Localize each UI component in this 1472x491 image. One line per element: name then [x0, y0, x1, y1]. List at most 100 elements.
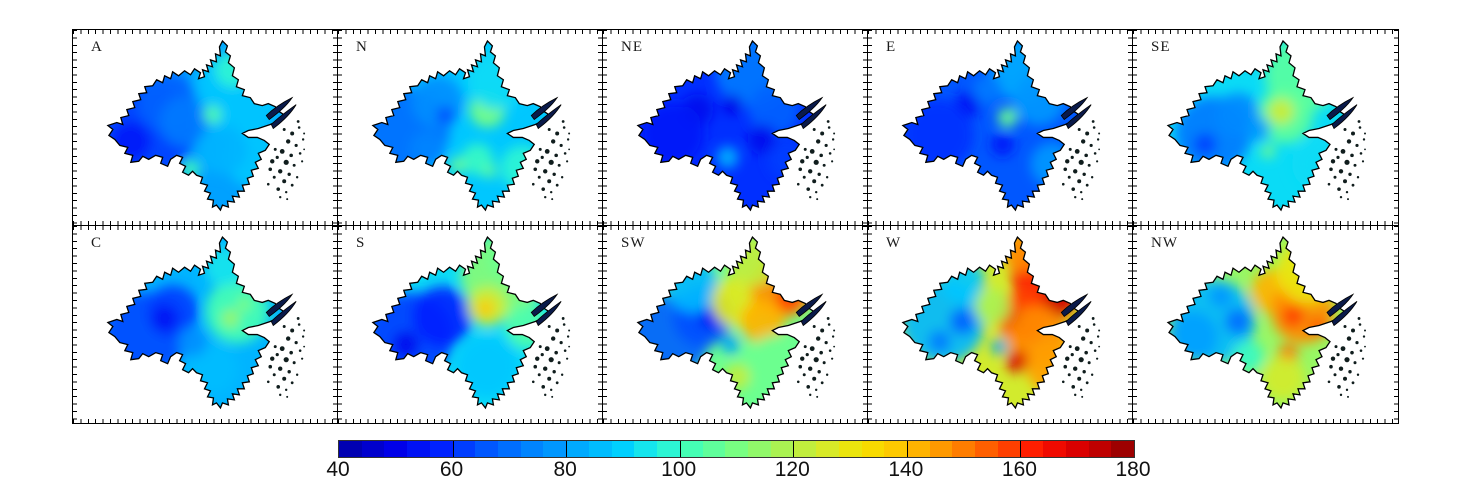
colorbar-tick: [566, 441, 568, 457]
colorbar-tick-label: 60: [439, 458, 464, 481]
value-surface: [637, 40, 816, 211]
coastal-islands: [1327, 317, 1366, 398]
colorbar-segment: [816, 441, 839, 457]
colorbar-segment: [407, 441, 430, 457]
colorbar-segment: [543, 441, 567, 457]
colorbar-tick: [793, 441, 795, 457]
colorbar-segment: [452, 441, 476, 457]
colorbar-tick-label: 100: [661, 458, 697, 481]
map-svg: [637, 236, 836, 409]
panel-label: C: [91, 235, 103, 251]
colorbar-segment: [1111, 441, 1135, 457]
value-surface: [902, 40, 1081, 211]
map-panel-s: S: [338, 226, 603, 423]
colorbar-segment: [975, 441, 998, 457]
colorbar-segment: [884, 441, 907, 457]
colorbar-tick: [679, 441, 681, 457]
colorbar-segment: [498, 441, 521, 457]
colorbar-segment: [657, 441, 680, 457]
colorbar-segment: [361, 441, 385, 457]
coastal-islands: [796, 317, 836, 398]
panel-label: A: [91, 39, 103, 55]
colorbar-segment: [952, 441, 976, 457]
colorbar-segment: [702, 441, 726, 457]
colorbar-segment: [929, 441, 953, 457]
coastal-islands: [531, 317, 571, 398]
colorbar-segment: [475, 441, 499, 457]
colorbar-tick: [906, 441, 908, 457]
colorbar-segment: [747, 441, 771, 457]
colorbar-segment: [838, 441, 862, 457]
colorbar-segment: [520, 441, 544, 457]
colorbar-segment: [429, 441, 453, 457]
map-svg: [1167, 236, 1366, 409]
map-panel-n: N: [338, 30, 603, 226]
colorbar-segment: [793, 441, 817, 457]
colorbar-segment: [566, 441, 589, 457]
map-panel-c: C: [73, 226, 338, 423]
colorbar-segment: [725, 441, 748, 457]
map-svg: [372, 236, 571, 409]
colorbar-segment: [588, 441, 612, 457]
colorbar-tick-label: 160: [1001, 458, 1037, 481]
map-svg: [1167, 40, 1366, 211]
coastal-islands: [531, 120, 571, 201]
coastal-islands: [266, 317, 306, 398]
colorbar-segment: [384, 441, 408, 457]
colorbar-segment: [339, 441, 362, 457]
map-panel-nw: NW: [1133, 226, 1398, 423]
colorbar-tick: [1020, 441, 1022, 457]
value-surface: [372, 237, 551, 408]
map-panel-se: SE: [1133, 30, 1398, 226]
colorbar-tick-label: 80: [553, 458, 577, 481]
colorbar: [338, 440, 1135, 458]
map-panel-sw: SW: [603, 226, 868, 423]
colorbar-segment: [611, 441, 635, 457]
panel-label: SW: [621, 235, 646, 251]
colorbar-tick-label: 180: [1115, 458, 1151, 481]
colorbar-tick-label: 120: [774, 458, 810, 481]
value-surface: [1168, 237, 1346, 408]
coastal-islands: [1327, 120, 1366, 201]
map-svg: [372, 40, 571, 211]
colorbar-segment: [634, 441, 658, 457]
colorbar-segment: [770, 441, 794, 457]
colorbar-segment: [1088, 441, 1112, 457]
map-panel-ne: NE: [603, 30, 868, 226]
colorbar-segment: [1020, 441, 1044, 457]
value-surface: [1168, 40, 1346, 211]
colorbar-segment: [1066, 441, 1089, 457]
value-surface: [372, 40, 551, 211]
colorbar-segment: [679, 441, 703, 457]
colorbar-segment: [1043, 441, 1066, 457]
value-surface: [637, 237, 816, 408]
value-surface: [107, 40, 286, 211]
colorbar-tick: [452, 441, 454, 457]
map-panel-e: E: [868, 30, 1133, 226]
colorbar-segment: [906, 441, 930, 457]
panel-grid: A N NE: [72, 29, 1399, 424]
colorbar-segment: [997, 441, 1021, 457]
map-svg: [902, 40, 1101, 211]
value-surface: [902, 237, 1081, 408]
coastal-islands: [1061, 317, 1101, 398]
colorbar-tick-label: 140: [888, 458, 924, 481]
panel-label: N: [356, 39, 368, 55]
colorbar-tick-label: 40: [326, 458, 350, 481]
panel-label: NW: [1151, 235, 1178, 251]
panel-label: E: [886, 39, 897, 55]
map-svg: [107, 40, 306, 211]
panel-label: SE: [1151, 39, 1171, 55]
panel-label: NE: [621, 39, 643, 55]
map-svg: [107, 236, 306, 409]
map-svg: [637, 40, 836, 211]
coastal-islands: [1061, 120, 1101, 201]
map-svg: [902, 236, 1101, 409]
panel-label: W: [886, 235, 902, 251]
panel-label: S: [356, 235, 366, 251]
colorbar-labels: 40 60 80 100 120 140 160 180: [326, 458, 1150, 484]
coastal-islands: [266, 120, 306, 201]
map-panel-w: W: [868, 226, 1133, 423]
value-surface: [107, 237, 286, 408]
